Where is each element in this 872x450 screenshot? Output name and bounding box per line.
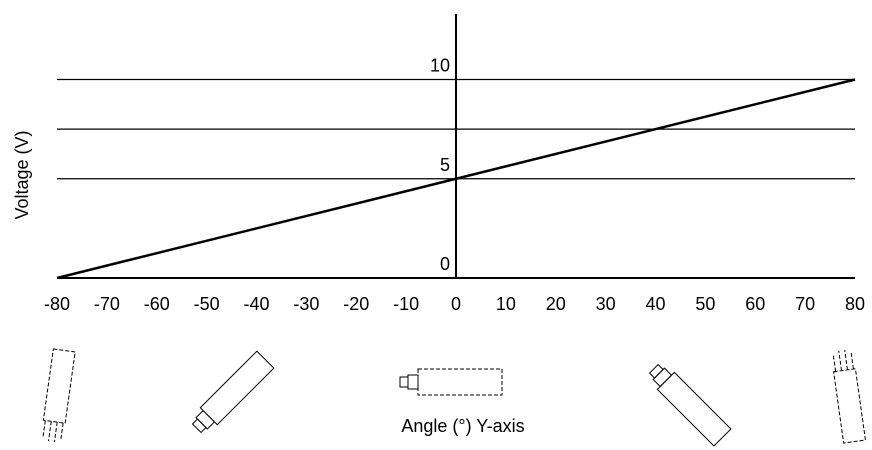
x-tick-label: -50	[194, 294, 220, 314]
x-tick-label: 80	[845, 294, 865, 314]
x-tick-label: -10	[393, 294, 419, 314]
x-tick-label: 0	[451, 294, 461, 314]
x-tick-label: 40	[645, 294, 665, 314]
x-axis-label: Angle (°) Y-axis	[401, 416, 524, 436]
x-tick-label: 30	[596, 294, 616, 314]
x-tick-label: -30	[293, 294, 319, 314]
x-tick-label: -80	[44, 294, 70, 314]
sensor-icon	[42, 348, 76, 443]
x-tick-label: 20	[546, 294, 566, 314]
y-tick-label: 10	[430, 56, 450, 76]
x-tick-label: -20	[343, 294, 369, 314]
y-tick-label: 0	[440, 254, 450, 274]
x-tick-label: 10	[496, 294, 516, 314]
x-tick-label: -40	[243, 294, 269, 314]
x-tick-label: 50	[695, 294, 715, 314]
y-axis-label: Voltage (V)	[12, 130, 32, 219]
sensor-icon	[832, 349, 866, 444]
sensor-icon	[648, 363, 732, 447]
x-tick-label: -70	[94, 294, 120, 314]
data-line	[56, 78, 856, 280]
x-tick-label: 60	[745, 294, 765, 314]
y-tick-label: 5	[440, 155, 450, 175]
x-tick-label: -60	[144, 294, 170, 314]
sensor-icon	[191, 350, 275, 434]
x-tick-label: 70	[795, 294, 815, 314]
sensor-icon	[399, 368, 503, 396]
